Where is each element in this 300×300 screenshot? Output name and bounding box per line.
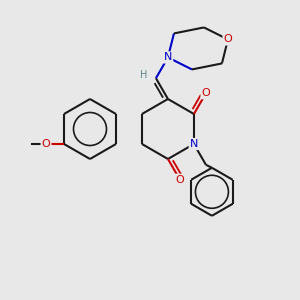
Text: O: O [176,175,184,185]
Text: O: O [42,139,50,149]
Text: N: N [190,139,198,149]
Text: O: O [224,34,232,44]
Text: N: N [164,52,172,62]
Text: O: O [202,88,210,98]
Text: H: H [140,70,148,80]
